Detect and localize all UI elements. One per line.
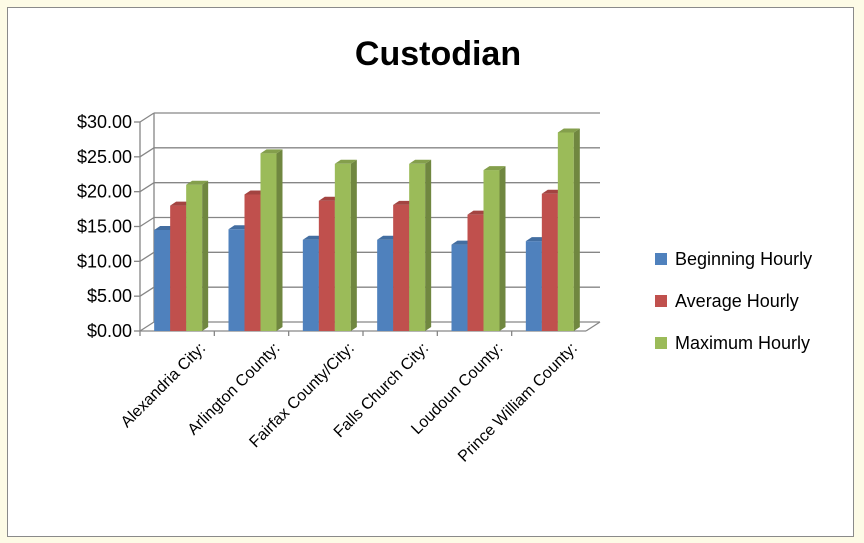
bar-maximum-hourly: [483, 166, 506, 331]
y-tick-label: $0.00: [87, 321, 132, 341]
legend-swatch: [655, 337, 667, 349]
bar-side: [350, 159, 357, 331]
legend-swatch: [655, 253, 667, 265]
bar-front: [541, 193, 558, 331]
bar-front: [557, 132, 574, 331]
bar-front: [409, 163, 426, 331]
bar-side: [425, 159, 432, 331]
bar-side: [202, 180, 209, 331]
plot-area: $0.00 $5.00 $10.00 $15.00 $20.00 $25.00 $30.00…: [77, 112, 601, 466]
bar-front: [260, 153, 277, 331]
bar-top: [483, 166, 506, 171]
bar-top: [186, 180, 209, 185]
bar-front: [186, 184, 203, 331]
bar-front: [334, 163, 351, 331]
y-tick-label: $20.00: [77, 182, 132, 202]
bar-side: [573, 128, 580, 331]
bar-front: [525, 241, 542, 331]
bar-maximum-hourly: [409, 159, 432, 331]
chart-title: Custodian: [355, 35, 521, 73]
x-tick-label: Prince William County:: [455, 340, 581, 466]
bar-front: [451, 244, 468, 331]
gridline-side: [139, 321, 155, 332]
floor-edge: [585, 321, 601, 332]
y-tick-label: $5.00: [87, 286, 132, 306]
bar-maximum-hourly: [334, 159, 357, 331]
legend-swatch: [655, 295, 667, 307]
legend: Beginning Hourly Average Hourly Maximum Ho…: [655, 249, 812, 353]
bar-front: [244, 194, 261, 331]
legend-label: Average Hourly: [675, 291, 799, 311]
bar-maximum-hourly: [186, 180, 209, 331]
bar-top: [409, 159, 432, 164]
legend-label: Maximum Hourly: [675, 333, 810, 353]
gridline-side: [139, 286, 155, 297]
bar-front: [483, 170, 500, 331]
bar-side: [499, 166, 506, 331]
bar-front: [377, 239, 394, 331]
legend-label: Beginning Hourly: [675, 249, 812, 269]
gridline-side: [139, 251, 155, 262]
bar-side: [276, 149, 283, 331]
bar-top: [334, 159, 357, 164]
y-tick-label: $15.00: [77, 217, 132, 237]
gridline-side: [139, 147, 155, 158]
bar-front: [302, 239, 319, 331]
bar-top: [260, 149, 283, 154]
gridline-side: [139, 112, 155, 123]
y-tick-label: $10.00: [77, 251, 132, 271]
bar-front: [393, 204, 410, 331]
y-tick-label: $30.00: [77, 112, 132, 132]
bar-front: [228, 229, 245, 331]
bar-maximum-hourly: [557, 128, 580, 331]
gridline-side: [139, 182, 155, 193]
bar-front: [154, 229, 171, 331]
gridline-side: [139, 216, 155, 228]
bar-front: [467, 214, 484, 331]
bar-front: [170, 205, 187, 331]
y-tick-label: $25.00: [77, 147, 132, 167]
bar-front: [318, 200, 335, 331]
bar-top: [557, 128, 580, 133]
bar-maximum-hourly: [260, 149, 283, 331]
